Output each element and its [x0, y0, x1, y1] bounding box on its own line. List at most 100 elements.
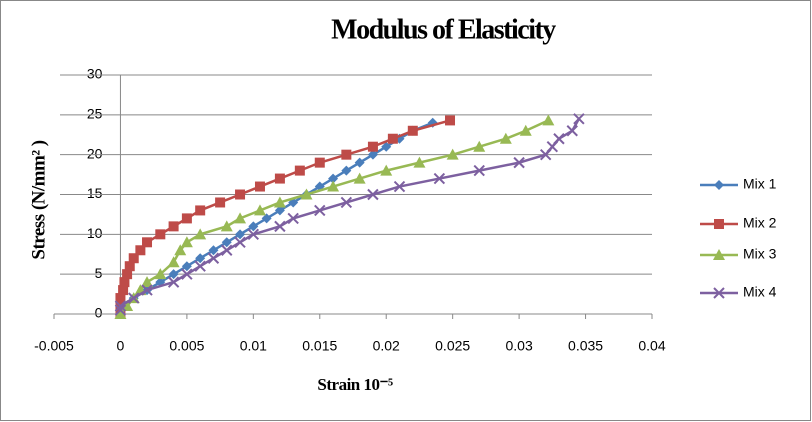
marker — [393, 180, 406, 193]
marker — [135, 245, 146, 256]
marker — [367, 188, 379, 201]
marker — [566, 125, 578, 137]
marker — [128, 253, 139, 264]
legend-label: Mix 2 — [743, 215, 777, 231]
x-tick-label: -0.005 — [34, 338, 74, 354]
marker — [573, 113, 585, 125]
marker — [114, 304, 127, 316]
y-tick-label: 0 — [95, 305, 103, 321]
marker — [341, 165, 352, 176]
x-tick-label: 0.015 — [302, 338, 337, 354]
x-tick-label: 0.025 — [435, 338, 470, 354]
y-tick-label: 25 — [87, 106, 103, 122]
marker — [124, 261, 135, 272]
marker — [207, 252, 220, 264]
marker — [340, 196, 353, 209]
legend-marker — [714, 180, 724, 190]
x-tick-label: 0.005 — [169, 338, 204, 354]
marker — [367, 149, 378, 160]
marker — [253, 204, 266, 216]
legend-marker — [713, 249, 725, 260]
marker — [181, 261, 192, 272]
chart-title: Modulus of Elasticity — [331, 14, 556, 45]
y-axis-label: Stress (N/mm² ) — [28, 140, 49, 259]
marker — [234, 236, 246, 249]
marker — [168, 269, 179, 280]
x-tick-label: 0.04 — [638, 338, 665, 354]
marker — [553, 133, 565, 145]
marker — [141, 276, 154, 288]
marker — [274, 173, 285, 184]
marker — [168, 221, 179, 232]
legend-marker — [713, 287, 725, 299]
marker — [261, 213, 272, 224]
y-tick-label: 30 — [87, 66, 103, 82]
marker — [181, 213, 192, 224]
y-tick-label: 20 — [87, 145, 103, 161]
marker — [128, 292, 140, 304]
y-tick-label: 15 — [87, 185, 103, 201]
marker — [118, 285, 129, 296]
marker — [413, 156, 426, 168]
marker — [445, 115, 456, 126]
marker — [115, 293, 126, 304]
marker — [314, 157, 325, 168]
marker — [220, 220, 233, 232]
marker — [499, 132, 512, 144]
legend-marker — [714, 219, 724, 229]
marker — [180, 236, 193, 248]
marker — [328, 173, 339, 184]
marker — [235, 189, 246, 200]
marker — [294, 165, 305, 176]
marker — [208, 245, 219, 256]
legend-label: Mix 4 — [743, 284, 777, 300]
marker — [519, 124, 532, 136]
marker — [194, 228, 207, 240]
marker — [300, 188, 313, 200]
marker — [473, 140, 486, 152]
marker — [542, 114, 555, 126]
marker — [446, 148, 459, 160]
marker — [327, 180, 340, 192]
marker — [154, 268, 167, 280]
marker — [273, 196, 286, 208]
marker — [174, 244, 187, 256]
marker — [119, 277, 130, 288]
marker — [473, 164, 485, 177]
marker — [353, 172, 366, 184]
marker — [114, 308, 127, 319]
marker — [381, 141, 392, 152]
marker — [221, 237, 232, 248]
marker — [141, 284, 153, 296]
marker — [155, 229, 166, 240]
x-tick-label: 0 — [117, 338, 125, 354]
marker — [114, 300, 127, 312]
y-tick-label: 10 — [87, 225, 103, 241]
marker — [247, 228, 260, 241]
marker — [234, 212, 247, 224]
x-axis-label: Strain 10⁻⁵ — [317, 375, 393, 394]
marker — [181, 268, 193, 280]
marker — [194, 260, 206, 272]
marker — [367, 141, 378, 152]
marker — [287, 212, 299, 225]
marker — [274, 205, 285, 216]
x-tick-label: 0.035 — [568, 338, 603, 354]
legend-label: Mix 1 — [743, 176, 777, 192]
marker — [195, 205, 206, 216]
marker — [142, 237, 153, 248]
marker — [407, 125, 418, 136]
marker — [387, 133, 398, 144]
marker — [380, 164, 393, 176]
marker — [354, 157, 365, 168]
marker — [433, 172, 446, 185]
marker — [167, 276, 180, 288]
x-tick-label: 0.02 — [373, 338, 400, 354]
marker — [513, 156, 525, 169]
marker — [122, 269, 133, 280]
legend-label: Mix 3 — [743, 246, 777, 262]
y-tick-label: 5 — [95, 265, 103, 281]
marker — [195, 253, 206, 264]
